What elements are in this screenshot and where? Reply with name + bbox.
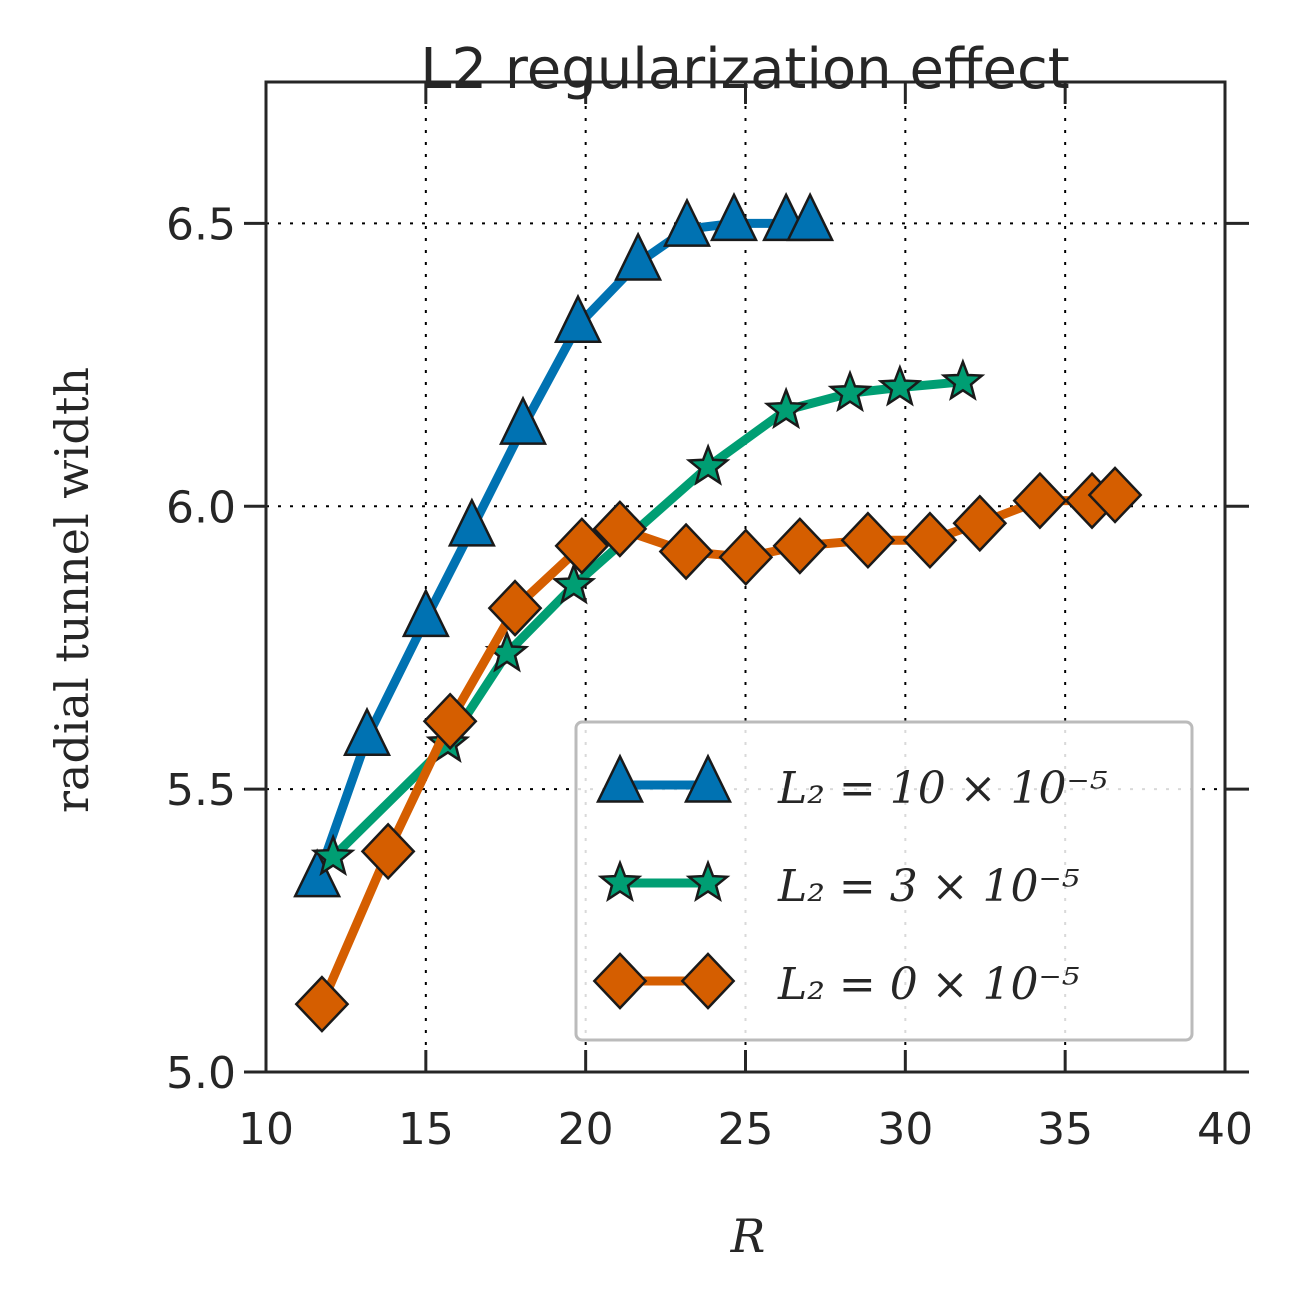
legend-marker-diamond [592,952,648,1010]
data-point-triangle [553,293,602,344]
series-triangle [293,191,835,898]
data-point-triangle [499,395,548,445]
legend-marker-star [597,859,643,903]
ticks: 10 15 20 25 30 35 40 5.0 5.5 6.0 6.5 [166,82,1253,1155]
data-point-triangle [447,497,496,547]
data-point-star [763,386,809,430]
data-point-star [310,833,356,877]
x-axis-label: R [730,1209,766,1263]
legend-marker-triangle [595,753,645,803]
data-point-star [940,358,986,401]
y-axis-label: radial tunnel width [45,367,99,813]
x-tick-label: 20 [558,1104,614,1155]
data-point-star [551,561,597,605]
legend-marker-diamond [680,952,736,1010]
x-tick-label: 15 [398,1104,454,1155]
data-point-diamond [422,692,478,751]
y-tick-label: 5.5 [166,765,236,816]
data-point-diamond [658,522,714,581]
series-diamond [294,466,1143,1033]
data-point-diamond [1012,471,1068,530]
x-tick-label: 40 [1197,1104,1253,1155]
series-layer [293,191,1143,1033]
data-point-diamond [360,822,416,881]
y-tick-label: 6.0 [166,482,236,533]
data-point-diamond [902,511,958,570]
chart-title: L2 regularization effect [420,37,1069,102]
legend-marker-star [685,859,731,903]
data-point-triangle [401,587,450,638]
legend: L₂ = 10 × 10⁻⁵ L₂ = 3 × 10⁻⁵ L₂ = 0 × 10⁻⁵ [574,720,1194,1042]
x-tick-label: 35 [1037,1104,1093,1155]
data-point-diamond [554,517,610,575]
data-point-diamond [592,500,648,558]
data-point-star [877,363,923,407]
data-point-diamond [952,494,1008,553]
data-point-diamond [487,579,543,637]
legend-label: L₂ = 0 × 10⁻⁵ [777,959,1080,1010]
data-point-triangle [293,848,342,898]
data-point-star [685,443,731,486]
data-point-diamond [294,975,350,1033]
x-tick-label: 25 [718,1104,774,1155]
data-point-diamond [772,517,828,575]
y-tick-label: 6.5 [166,199,236,250]
y-tick-label: 5.0 [166,1048,236,1099]
x-tick-label: 10 [238,1104,294,1155]
data-point-diamond [718,528,774,587]
data-point-triangle [709,191,758,242]
x-tick-label: 30 [877,1104,933,1155]
legend-marker-triangle [683,753,733,803]
legend-label: L₂ = 3 × 10⁻⁵ [777,861,1080,912]
data-point-triangle [343,706,392,756]
data-point-triangle [786,191,835,242]
data-point-diamond [840,511,896,570]
legend-label: L₂ = 10 × 10⁻⁵ [777,763,1108,814]
data-point-triangle [663,197,712,247]
data-point-triangle [614,231,663,281]
data-point-star [827,369,873,413]
data-point-diamond [1087,466,1143,524]
